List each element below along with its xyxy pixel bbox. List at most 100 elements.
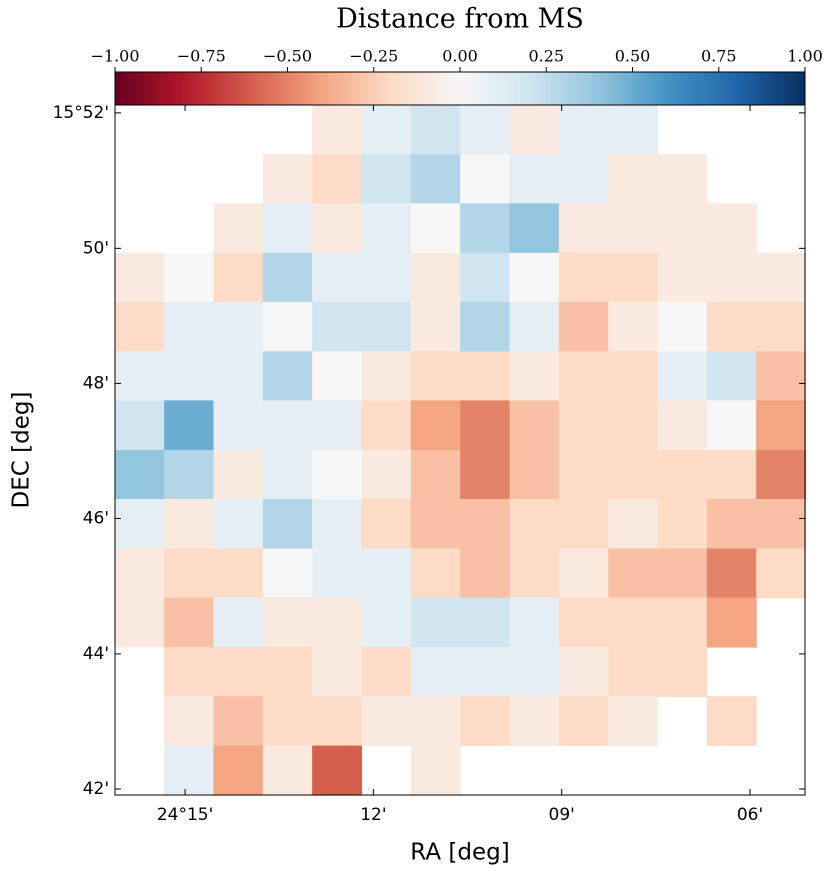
heatmap-cell	[164, 597, 214, 648]
heatmap-cell	[608, 252, 659, 303]
heatmap-cell	[558, 351, 609, 402]
colorbar-title: Distance from MS	[336, 4, 584, 35]
heatmap-cell	[608, 400, 659, 451]
heatmap-cell	[114, 252, 165, 303]
heatmap-cell	[558, 400, 609, 451]
heatmap-cell	[213, 252, 264, 303]
heatmap-cell	[657, 548, 708, 599]
x-tick-label: 06'	[737, 805, 763, 825]
heatmap-cell	[410, 449, 461, 500]
heatmap-cell	[262, 154, 313, 205]
heatmap-cell	[706, 498, 757, 549]
heatmap-cell	[509, 104, 560, 155]
heatmap-cell	[262, 745, 313, 796]
heatmap-cell	[213, 351, 264, 402]
heatmap-cell	[312, 252, 363, 303]
heatmap-cell	[114, 301, 165, 352]
heatmap-cell	[706, 252, 757, 303]
heatmap-cell	[410, 498, 461, 549]
heatmap-cell	[164, 252, 214, 303]
heatmap-cell	[164, 696, 214, 747]
colorbar-tick-label: −1.00	[90, 47, 139, 66]
heatmap-cell	[657, 154, 708, 205]
heatmap-cell	[262, 597, 313, 648]
heatmap-cell	[114, 548, 165, 599]
heatmap-cell	[509, 301, 560, 352]
heatmap-cell	[608, 449, 659, 500]
heatmap-cell	[558, 154, 609, 205]
colorbar	[114, 71, 806, 106]
heatmap-cell	[213, 597, 264, 648]
heatmap-cell	[558, 449, 609, 500]
heatmap-cell	[509, 400, 560, 451]
y-tick-label: 15°52'	[53, 103, 109, 123]
heatmap	[114, 104, 807, 796]
heatmap-cell	[657, 498, 708, 549]
heatmap-cell	[756, 400, 807, 451]
heatmap-cell	[558, 301, 609, 352]
colorbar-tick-label: 0.00	[442, 47, 478, 66]
heatmap-cell	[558, 597, 609, 648]
heatmap-cell	[262, 252, 313, 303]
heatmap-cell	[608, 351, 659, 402]
heatmap-cell	[410, 647, 461, 698]
heatmap-cell	[509, 696, 560, 747]
heatmap-cell	[164, 498, 214, 549]
heatmap-cell	[312, 498, 363, 549]
heatmap-cell	[312, 154, 363, 205]
heatmap-cell	[460, 548, 511, 599]
heatmap-cell	[460, 252, 511, 303]
heatmap-cell	[262, 647, 313, 698]
plot-frame	[114, 104, 806, 796]
heatmap-cell	[312, 104, 363, 155]
heatmap-cell	[460, 351, 511, 402]
heatmap-cell	[361, 696, 412, 747]
heatmap-cell	[657, 400, 708, 451]
heatmap-cell	[460, 449, 511, 500]
heatmap-cell	[460, 104, 511, 155]
heatmap-cell	[312, 647, 363, 698]
heatmap-cell	[410, 548, 461, 599]
heatmap-cell	[608, 104, 659, 155]
heatmap-cell	[558, 696, 609, 747]
heatmap-cell	[213, 203, 264, 254]
heatmap-cell	[657, 203, 708, 254]
heatmap-cell	[164, 745, 214, 796]
heatmap-cell	[460, 203, 511, 254]
heatmap-cell	[262, 548, 313, 599]
heatmap-cell	[361, 154, 412, 205]
heatmap-cell	[114, 449, 165, 500]
heatmap-cell	[361, 647, 412, 698]
heatmap-cell	[460, 696, 511, 747]
colorbar-tick-label: 0.75	[701, 47, 737, 66]
heatmap-cell	[262, 351, 313, 402]
y-tick-label: 44'	[83, 644, 109, 664]
heatmap-cell	[558, 104, 609, 155]
axes: −1.00 −0.75 −0.50 −0.25 0.00 0.25 0.50 0.75 1.00…	[53, 47, 823, 826]
heatmap-cell	[262, 696, 313, 747]
heatmap-cell	[114, 498, 165, 549]
heatmap-cell	[509, 252, 560, 303]
heatmap-cell	[558, 203, 609, 254]
heatmap-cell	[361, 104, 412, 155]
heatmap-cell	[312, 548, 363, 599]
heatmap-cell	[509, 498, 560, 549]
heatmap-cell	[312, 301, 363, 352]
y-tick-label: 46'	[83, 508, 109, 528]
heatmap-cell	[361, 203, 412, 254]
heatmap-cell	[312, 696, 363, 747]
colorbar-tick-label: 0.25	[528, 47, 564, 66]
heatmap-cell	[361, 449, 412, 500]
heatmap-cell	[164, 548, 214, 599]
heatmap-cell	[608, 498, 659, 549]
heatmap-cell	[558, 252, 609, 303]
heatmap-cell	[312, 449, 363, 500]
x-tick-label: 24°15'	[157, 805, 213, 825]
heatmap-cell	[361, 400, 412, 451]
heatmap-cell	[756, 498, 807, 549]
heatmap-cell	[608, 154, 659, 205]
colorbar-tick-label: −0.75	[177, 47, 226, 66]
heatmap-cell	[509, 203, 560, 254]
heatmap-cell	[460, 154, 511, 205]
